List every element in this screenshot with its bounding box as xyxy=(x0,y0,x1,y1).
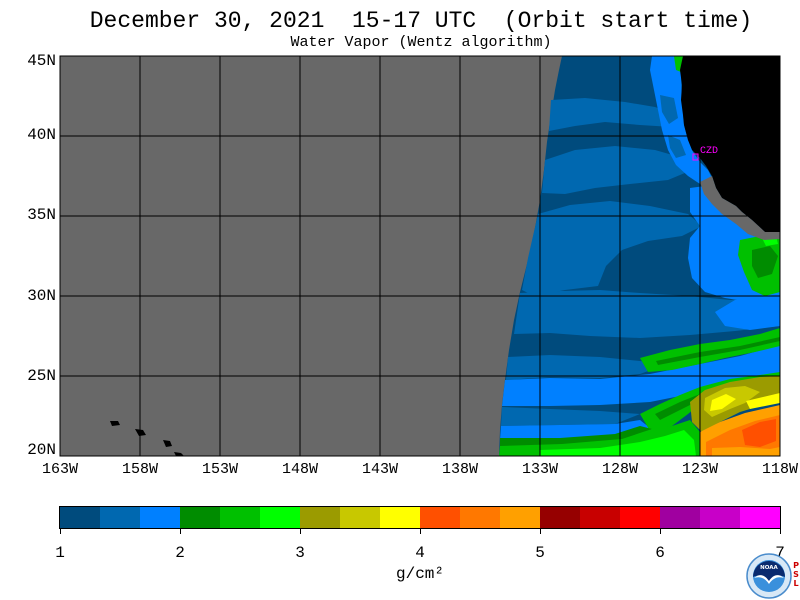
colorbar-segment xyxy=(420,507,460,528)
lon-label: 143W xyxy=(361,461,398,478)
colorbar-tick-label: 2 xyxy=(175,544,185,562)
colorbar-segment xyxy=(380,507,420,528)
water-vapor-region xyxy=(742,419,776,447)
map-layers xyxy=(60,56,780,456)
lon-label: 148W xyxy=(281,461,318,478)
lon-label: 118W xyxy=(761,461,798,478)
lon-label: 123W xyxy=(681,461,718,478)
water-vapor-region xyxy=(500,426,652,447)
colorbar-segment xyxy=(100,507,140,528)
colorbar-segment xyxy=(60,507,100,528)
colorbar-segment xyxy=(260,507,300,528)
psl-letter: L xyxy=(793,579,799,588)
lat-label: 30N xyxy=(27,287,56,305)
water-vapor-region xyxy=(660,95,678,124)
lat-label: 20N xyxy=(27,441,56,459)
colorbar-tick-label: 5 xyxy=(535,544,545,562)
graticule xyxy=(60,56,780,456)
lon-label: 128W xyxy=(601,461,638,478)
water-vapor-region xyxy=(542,146,692,194)
water-vapor-region xyxy=(746,393,780,409)
colorbar-tick xyxy=(299,528,301,534)
lat-label: 35N xyxy=(27,206,56,224)
lon-label: 133W xyxy=(521,461,558,478)
water-vapor-region xyxy=(712,447,780,456)
water-vapor-region xyxy=(656,337,780,365)
water-vapor-region xyxy=(506,355,665,380)
water-vapor-region xyxy=(549,98,672,131)
colorbar-segment xyxy=(740,507,780,528)
water-vapor-map xyxy=(59,55,781,457)
hawaii-island xyxy=(110,421,120,426)
station-label: CZD xyxy=(700,146,719,157)
seagull-icon xyxy=(754,575,784,584)
noaa-logo: NOAA xyxy=(746,553,792,599)
water-vapor-region xyxy=(514,290,780,338)
colorbar-tick-label: 4 xyxy=(415,544,425,562)
colorbar-segment xyxy=(180,507,220,528)
water-vapor-region xyxy=(501,407,640,426)
water-vapor-region xyxy=(752,246,778,278)
colorbar-tick xyxy=(59,528,61,534)
land-mass xyxy=(680,56,780,232)
colorbar-segment xyxy=(700,507,740,528)
colorbar-unit: g/cm² xyxy=(395,565,445,583)
colorbar-segment xyxy=(500,507,540,528)
colorbar-segment xyxy=(220,507,260,528)
lon-label: 153W xyxy=(201,461,238,478)
no-data-coastal-gap xyxy=(700,176,780,240)
hawaii-island xyxy=(174,452,184,456)
water-vapor-region xyxy=(710,394,736,411)
lat-label: 40N xyxy=(27,126,56,144)
colorbar-segment xyxy=(140,507,180,528)
map-subtitle: Water Vapor (Wentz algorithm) xyxy=(290,34,552,51)
colorbar-tick xyxy=(659,528,661,534)
colorbar-tick xyxy=(539,528,541,534)
lon-label: 163W xyxy=(41,461,78,478)
hawaii-island xyxy=(163,440,172,447)
station-marker-czd xyxy=(692,153,699,161)
lat-label: 45N xyxy=(27,52,56,70)
colorbar-tick-label: 1 xyxy=(55,544,65,562)
colorbar-segment xyxy=(540,507,580,528)
logo-inner-top xyxy=(753,561,785,582)
map-title: December 30, 2021 15-17 UTC (Orbit start… xyxy=(89,8,753,34)
colorbar xyxy=(59,506,781,529)
colorbar-segment xyxy=(300,507,340,528)
lat-label: 25N xyxy=(27,367,56,385)
water-vapor-region xyxy=(540,430,696,456)
colorbar-tick-label: 3 xyxy=(295,544,305,562)
lon-label: 158W xyxy=(121,461,158,478)
colorbar-tick xyxy=(779,528,781,534)
psl-letter: S xyxy=(793,570,799,579)
colorbar-segment xyxy=(460,507,500,528)
water-vapor-region xyxy=(650,56,712,184)
colorbar-segment xyxy=(660,507,700,528)
lon-label: 138W xyxy=(441,461,478,478)
colorbar-segment xyxy=(580,507,620,528)
logo-text: NOAA xyxy=(760,565,778,571)
psl-letter: P xyxy=(793,561,799,570)
water-vapor-region xyxy=(668,135,686,158)
colorbar-tick xyxy=(179,528,181,534)
colorbar-tick-label: 6 xyxy=(655,544,665,562)
map-border xyxy=(59,55,781,457)
colorbar-tick-label: 7 xyxy=(775,544,785,562)
colorbar-tick xyxy=(419,528,421,534)
water-vapor-region xyxy=(715,296,780,330)
colorbar-segment xyxy=(620,507,660,528)
water-vapor-region xyxy=(522,201,702,296)
colorbar-segment xyxy=(340,507,380,528)
